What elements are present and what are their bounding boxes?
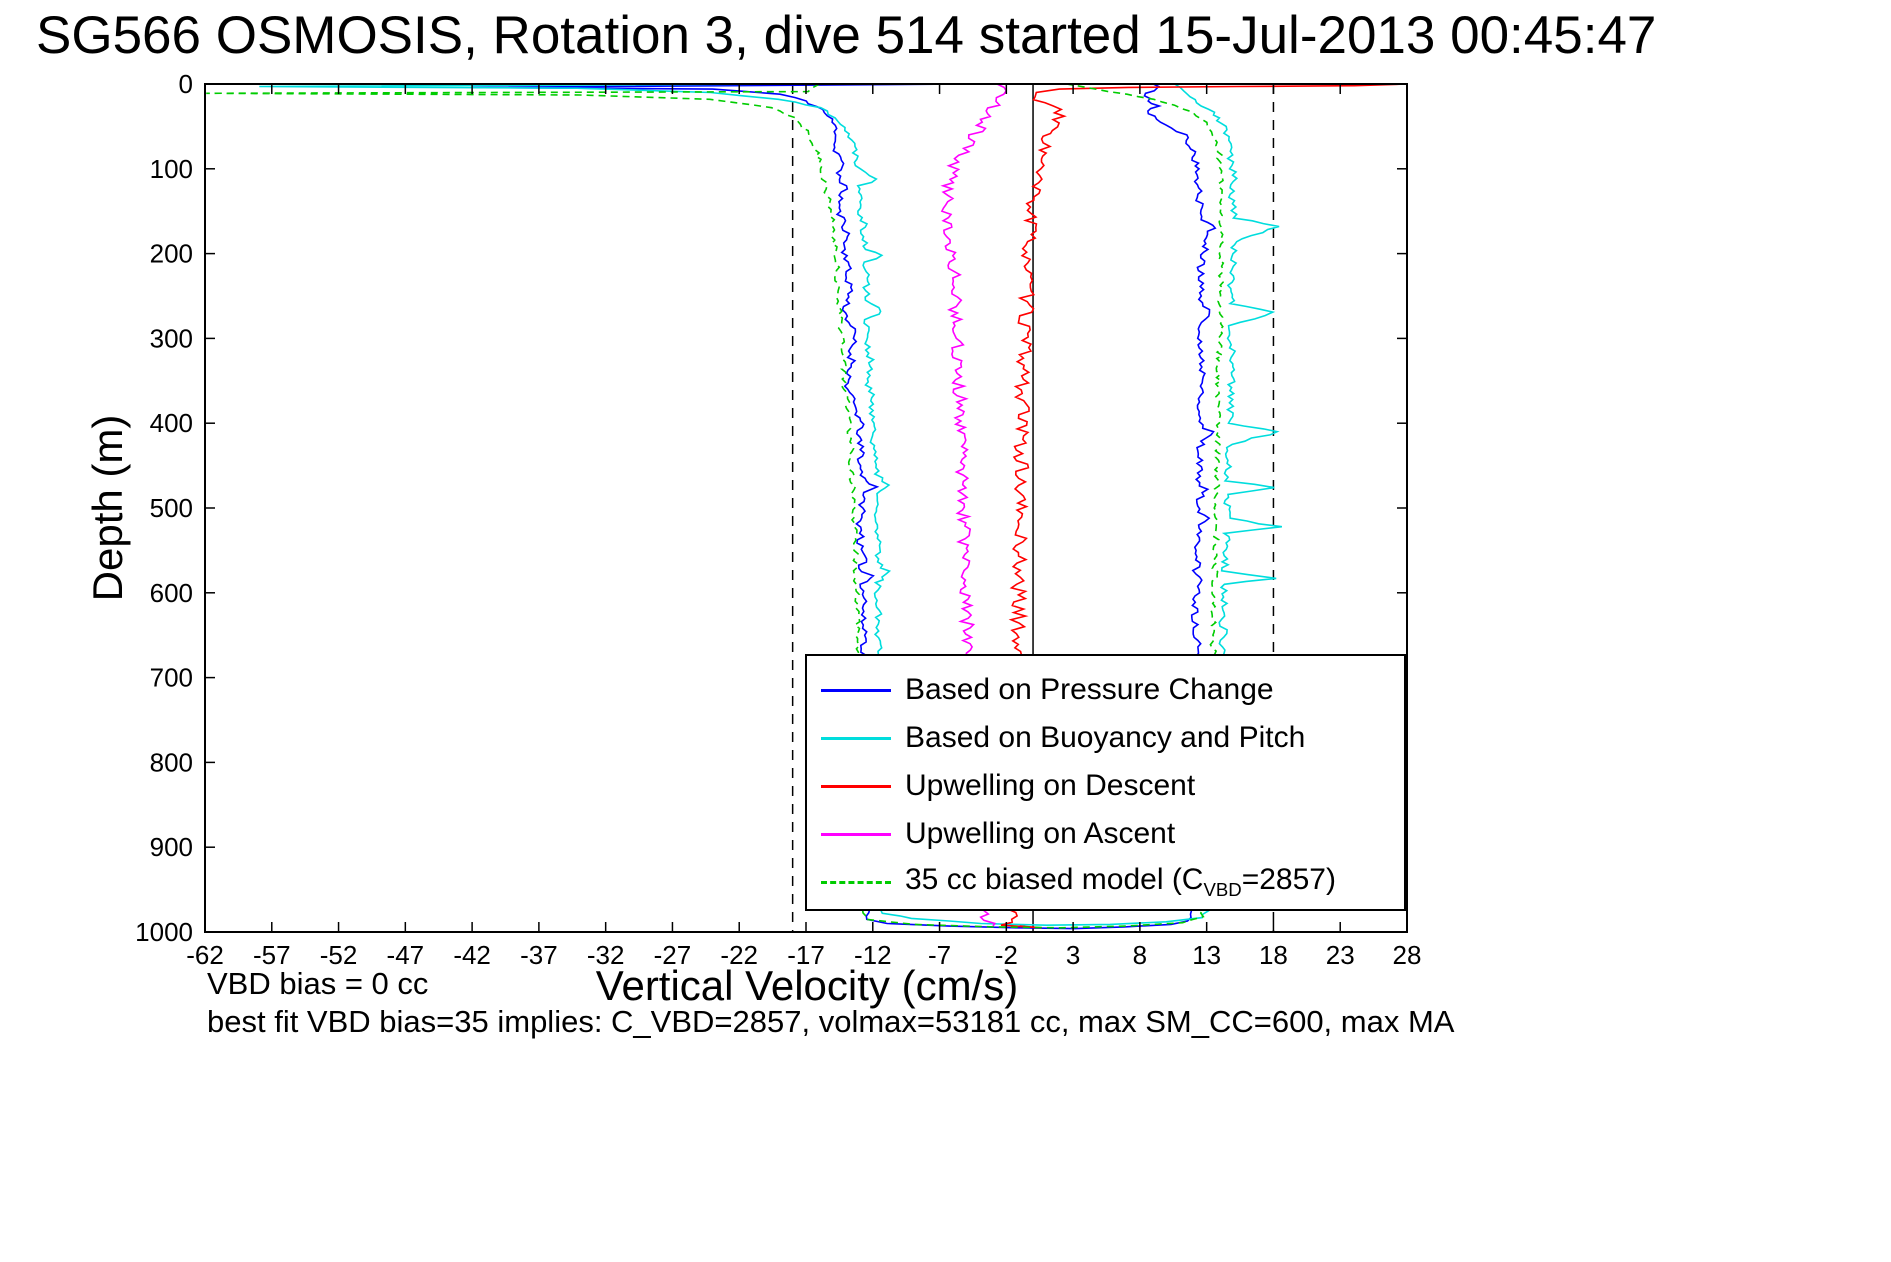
legend-line-sample xyxy=(821,688,891,692)
legend-line-sample xyxy=(821,784,891,788)
legend-label: Upwelling on Ascent xyxy=(905,817,1176,850)
y-tick-label: 100 xyxy=(150,154,193,184)
legend-item: Upwelling on Descent xyxy=(807,762,1404,810)
y-tick-label: 500 xyxy=(150,493,193,523)
chart-title: SG566 OSMOSIS, Rotation 3, dive 514 star… xyxy=(36,6,1657,65)
legend-line-sample xyxy=(821,832,891,836)
y-tick-label: 0 xyxy=(179,69,193,99)
x-tick-label: -17 xyxy=(787,940,825,970)
x-axis-label: Vertical Velocity (cm/s) xyxy=(595,962,1019,1009)
y-tick-label: 900 xyxy=(150,832,193,862)
x-tick-label: -57 xyxy=(253,940,291,970)
legend-item: Upwelling on Ascent xyxy=(807,810,1404,858)
x-tick-label: -27 xyxy=(654,940,692,970)
legend-label: 35 cc biased model (CVBD=2857) xyxy=(905,863,1336,900)
x-tick-label: -42 xyxy=(453,940,491,970)
footnote-vbd-bias: VBD bias = 0 cc xyxy=(207,966,429,1001)
x-tick-label: -32 xyxy=(587,940,625,970)
legend-item: Based on Buoyancy and Pitch xyxy=(807,714,1404,762)
x-tick-label: -52 xyxy=(320,940,358,970)
y-tick-label: 400 xyxy=(150,408,193,438)
y-tick-label: 300 xyxy=(150,323,193,353)
footnote-best-fit: best fit VBD bias=35 implies: C_VBD=2857… xyxy=(207,1004,1455,1039)
legend-label: Upwelling on Descent xyxy=(905,769,1196,802)
legend-label: Based on Pressure Change xyxy=(905,673,1274,706)
y-tick-label: 800 xyxy=(150,747,193,777)
y-tick-label: 600 xyxy=(150,578,193,608)
x-tick-label: -22 xyxy=(720,940,758,970)
x-tick-label: 8 xyxy=(1133,940,1147,970)
legend-line-sample xyxy=(821,880,891,884)
y-tick-label: 1000 xyxy=(135,917,193,947)
legend-line-sample xyxy=(821,736,891,740)
x-tick-label: -12 xyxy=(854,940,892,970)
series-35-cc-biased-model-c-vbd-2857- xyxy=(206,84,1226,929)
y-tick-label: 200 xyxy=(150,239,193,269)
legend-item: 35 cc biased model (CVBD=2857) xyxy=(807,858,1404,906)
x-tick-label: 28 xyxy=(1393,940,1422,970)
x-tick-label: -7 xyxy=(928,940,951,970)
series-based-on-buoyancy-and-pitch xyxy=(259,84,1282,927)
legend-item: Based on Pressure Change xyxy=(807,666,1404,714)
x-tick-label: 23 xyxy=(1326,940,1355,970)
x-tick-label: -62 xyxy=(186,940,224,970)
x-tick-label: 3 xyxy=(1066,940,1080,970)
x-tick-label: -2 xyxy=(995,940,1018,970)
plot-border xyxy=(204,83,1408,933)
legend-label: Based on Buoyancy and Pitch xyxy=(905,721,1306,754)
x-tick-label: -37 xyxy=(520,940,558,970)
legend: Based on Pressure Change Based on Buoyanc… xyxy=(805,654,1406,911)
y-tick-label: 700 xyxy=(150,663,193,693)
x-tick-label: 18 xyxy=(1259,940,1288,970)
x-tick-label: -47 xyxy=(387,940,425,970)
x-tick-label: 13 xyxy=(1192,940,1221,970)
